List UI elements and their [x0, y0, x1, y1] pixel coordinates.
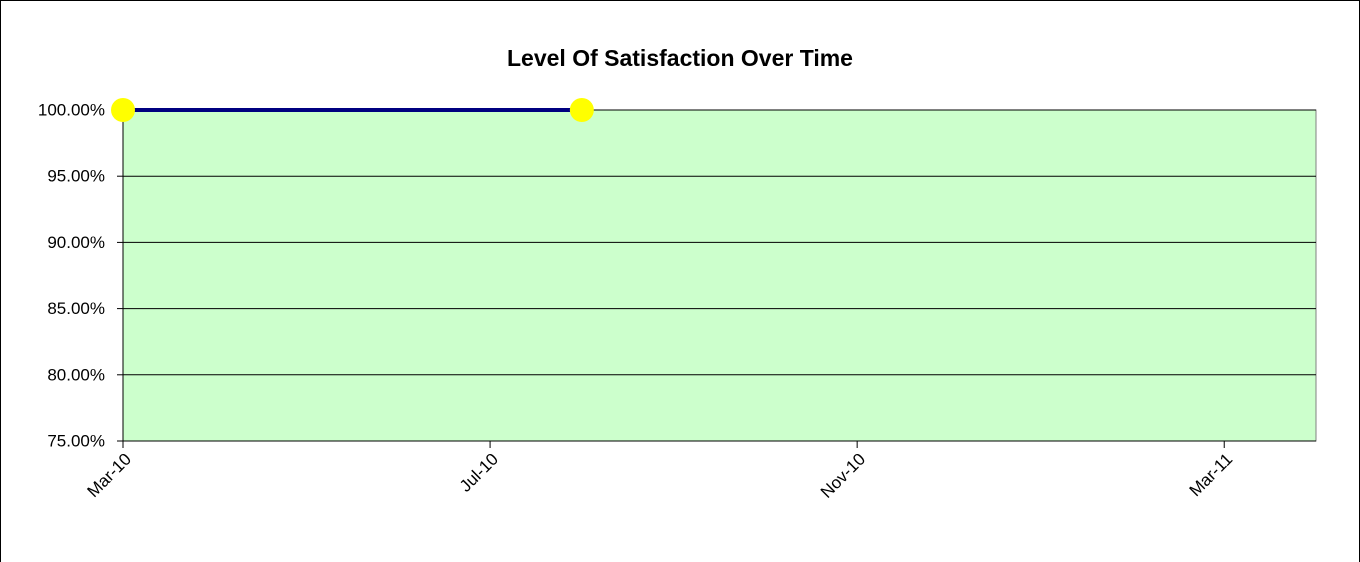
y-tick-label: 100.00%	[38, 100, 105, 119]
plot-area	[122, 109, 1317, 442]
data-point	[111, 98, 135, 122]
x-tick-label: Jul-10	[456, 450, 502, 496]
x-tick-label: Mar-10	[83, 450, 135, 502]
x-tick-label: Nov-10	[817, 450, 869, 502]
y-tick-label: 90.00%	[47, 233, 105, 252]
y-tick-label: 75.00%	[47, 431, 105, 450]
x-tick-label: Mar-11	[1186, 450, 1237, 501]
y-tick-label: 95.00%	[47, 167, 105, 186]
y-tick-label: 80.00%	[47, 365, 105, 384]
chart-title: Level Of Satisfaction Over Time	[507, 45, 853, 71]
data-point	[569, 98, 594, 122]
y-tick-label: 85.00%	[47, 299, 105, 318]
